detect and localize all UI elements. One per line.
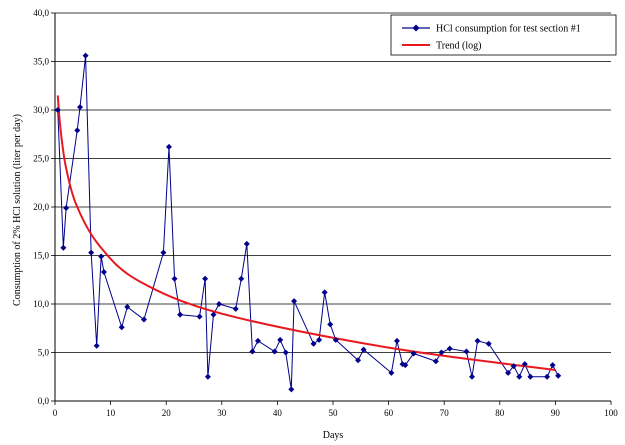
data-point	[74, 127, 81, 134]
data-point	[393, 337, 400, 344]
data-point	[177, 311, 184, 318]
x-tick-label: 100	[604, 408, 618, 418]
data-point	[463, 348, 470, 355]
data-point	[93, 342, 100, 349]
series-layer	[54, 52, 562, 393]
data-point	[160, 249, 167, 256]
x-tick-label: 30	[217, 408, 227, 418]
tick-labels: 0,0 5,0 10,0 15,0 20,0 25,0 30,0 35,0 40,0 0 10 20 3…	[33, 8, 618, 418]
data-point	[77, 104, 84, 111]
x-tick-label: 50	[329, 408, 339, 418]
data-point	[238, 275, 245, 282]
data-point	[204, 373, 211, 380]
data-point	[202, 275, 209, 282]
data-point	[388, 369, 395, 376]
y-tick-label: 10,0	[33, 299, 49, 309]
data-point	[402, 362, 409, 369]
y-tick-label: 40,0	[33, 8, 49, 18]
data-point	[410, 350, 417, 357]
data-point	[118, 324, 125, 331]
x-tick-label: 60	[384, 408, 394, 418]
series-line-hcl	[57, 55, 559, 390]
x-tick-label: 0	[53, 408, 58, 418]
y-tick-label: 35,0	[33, 57, 49, 67]
data-point	[321, 289, 328, 296]
axes	[51, 12, 612, 405]
data-point	[210, 311, 217, 318]
data-point	[332, 336, 339, 343]
data-point	[469, 373, 475, 380]
series-line-trend	[56, 95, 556, 371]
data-point	[521, 361, 528, 368]
data-point	[88, 249, 95, 256]
data-point	[310, 340, 317, 347]
data-point	[165, 143, 172, 150]
data-point	[505, 369, 512, 376]
legend-marker-hcl	[412, 24, 420, 32]
legend-label-hcl: HCl consumption for test section #1	[436, 24, 581, 35]
data-point	[527, 373, 534, 380]
data-point	[232, 305, 239, 312]
y-tick-label: 30,0	[33, 105, 49, 115]
data-point	[544, 373, 551, 380]
data-point	[549, 362, 556, 369]
data-point	[254, 337, 261, 344]
data-point	[100, 268, 107, 275]
legend-label-trend: Trend (log)	[436, 41, 481, 52]
data-point	[54, 107, 61, 113]
y-tick-label: 25,0	[33, 154, 49, 164]
data-point	[438, 349, 445, 356]
data-point	[140, 316, 147, 323]
x-tick-label: 20	[162, 408, 172, 418]
y-tick-label: 20,0	[33, 202, 49, 212]
data-point	[196, 313, 203, 320]
data-point	[63, 204, 70, 211]
data-point	[291, 298, 298, 305]
y-tick-label: 15,0	[33, 251, 49, 261]
y-axis-title: Consumption of 2% HCl solution (liter pe…	[12, 114, 23, 306]
data-point	[510, 363, 517, 370]
data-point	[432, 358, 439, 365]
x-tick-label: 70	[440, 408, 450, 418]
data-point	[485, 340, 492, 347]
data-point	[516, 373, 523, 380]
data-point	[124, 303, 131, 310]
data-point	[171, 275, 178, 282]
legend: HCl consumption for test section #1 Tren…	[390, 14, 617, 56]
data-point	[446, 345, 453, 352]
x-tick-label: 40	[273, 408, 283, 418]
data-point	[282, 349, 289, 356]
data-point	[82, 52, 89, 59]
data-point	[249, 348, 256, 355]
data-point	[355, 357, 362, 364]
legend-box	[390, 14, 617, 56]
x-tick-label: 10	[106, 408, 116, 418]
data-point	[98, 253, 105, 260]
y-tick-label: 5,0	[38, 348, 50, 358]
grid-lines	[55, 12, 611, 353]
data-point	[271, 348, 278, 355]
data-point	[474, 337, 481, 344]
data-point	[216, 301, 223, 307]
data-point	[555, 372, 562, 379]
data-point	[60, 244, 67, 251]
x-tick-label: 80	[495, 408, 505, 418]
data-point	[360, 346, 367, 353]
data-point	[327, 321, 334, 328]
x-axis-title: Days	[323, 430, 344, 441]
x-tick-label: 90	[551, 408, 561, 418]
data-point	[316, 336, 323, 343]
data-point	[288, 386, 295, 393]
y-tick-label: 0,0	[38, 396, 50, 406]
data-point	[277, 336, 284, 343]
data-point	[243, 240, 250, 247]
